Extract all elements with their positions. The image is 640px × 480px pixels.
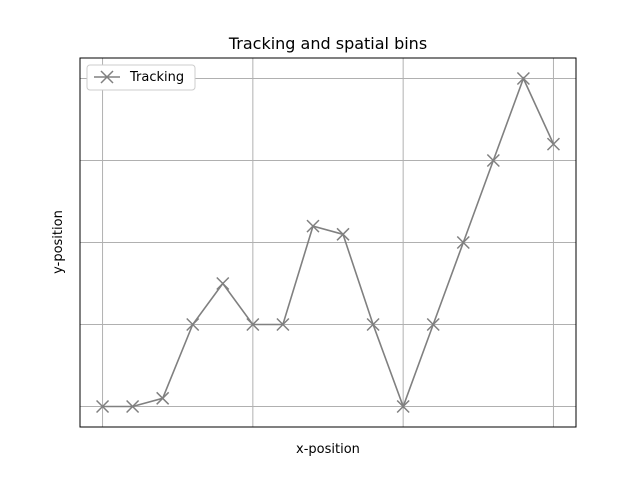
data-point-marker: [216, 276, 230, 291]
data-point-marker: [186, 317, 200, 332]
data-point-marker: [246, 317, 260, 332]
data-point-marker: [126, 399, 140, 414]
data-point-marker: [96, 399, 110, 414]
legend-box: [86, 64, 196, 91]
data-point-marker: [336, 227, 350, 241]
data-point-marker: [156, 391, 170, 405]
series-tracking: [96, 71, 560, 414]
data-point-marker: [276, 317, 290, 332]
data-point-marker: [366, 317, 380, 332]
legend: Tracking: [86, 64, 196, 91]
series-line: [102, 76, 555, 409]
legend-marker-x-icon: [100, 70, 114, 84]
data-point-marker: [516, 71, 530, 86]
data-point-marker: [426, 317, 440, 332]
legend-label: Tracking: [129, 70, 184, 85]
data-point-marker: [486, 153, 500, 168]
data-point-marker: [546, 137, 560, 151]
data-point-marker: [396, 399, 410, 414]
data-point-marker: [306, 219, 320, 233]
plot-frame: [79, 57, 577, 428]
y-axis-label: y-position: [51, 210, 66, 274]
chart-title: Tracking and spatial bins: [228, 34, 427, 53]
data-point-marker: [456, 235, 470, 250]
x-axis-label: x-position: [296, 442, 360, 457]
